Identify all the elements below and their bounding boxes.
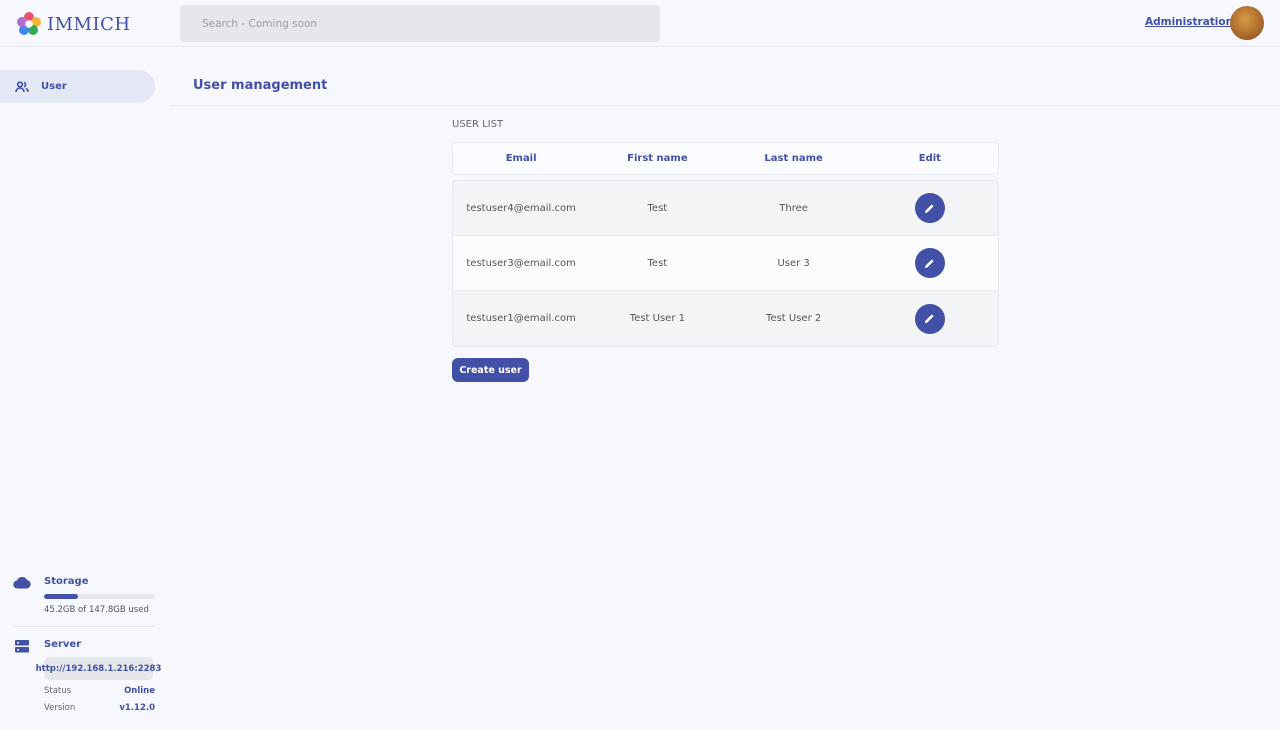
pencil-icon [925, 258, 934, 268]
pencil-icon [925, 314, 934, 324]
user-last-name: Test User 2 [766, 313, 822, 324]
storage-title: Storage [44, 576, 89, 587]
column-header-first-name: First name [627, 153, 688, 164]
user-last-name: User 3 [777, 257, 810, 269]
administration-link[interactable]: Administration [1145, 16, 1234, 28]
divider [14, 626, 155, 627]
sidebar-item-label: User [41, 81, 67, 92]
search-input[interactable] [180, 5, 660, 42]
logo[interactable]: IMMICH [16, 11, 131, 37]
column-header-edit: Edit [918, 153, 941, 164]
server-title: Server [44, 639, 82, 650]
version-label: Version [44, 703, 76, 713]
user-table-body: testuser4@email.com Test Three testuser3… [452, 180, 999, 347]
column-header-last-name: Last name [764, 153, 823, 164]
sidebar-item-user[interactable]: User [0, 70, 155, 103]
edit-user-button[interactable] [914, 193, 945, 223]
server-icon [15, 640, 29, 653]
user-email: testuser1@email.com [466, 313, 576, 324]
edit-user-button[interactable] [914, 303, 945, 334]
server-status: Status Online [44, 686, 155, 696]
version-value: v1.12.0 [119, 703, 155, 713]
column-header-email: Email [505, 153, 537, 164]
page-title: User management [193, 78, 328, 93]
users-icon [15, 80, 29, 92]
top-bar: IMMICH Administration [0, 0, 1280, 47]
user-first-name: Test [647, 257, 668, 269]
server-url: http://192.168.1.216:2283 [36, 657, 161, 680]
edit-user-button[interactable] [914, 248, 945, 278]
status-value: Online [124, 686, 155, 696]
user-first-name: Test [647, 202, 668, 214]
create-user-button[interactable]: Create user [452, 358, 529, 382]
user-last-name: Three [779, 202, 808, 214]
storage-usage-fill [44, 594, 78, 599]
pencil-icon [925, 203, 934, 213]
user-email: testuser4@email.com [466, 202, 576, 214]
user-first-name: Test User 1 [629, 313, 685, 324]
table-row: testuser1@email.com Test User 1 Test Use… [453, 291, 998, 346]
table-row: testuser3@email.com Test User 3 [453, 236, 998, 291]
immich-logo-icon [17, 12, 41, 35]
table-row: testuser4@email.com Test Three [453, 181, 998, 236]
status-label: Status [44, 686, 72, 696]
storage-used-text: 45.2GB of 147.8GB used [44, 605, 149, 615]
user-list-label: USER LIST [452, 119, 504, 130]
table-header: Email First name Last name Edit [452, 142, 999, 175]
storage-usage-bar [44, 594, 155, 599]
divider [170, 105, 1280, 106]
server-version: Version v1.12.0 [44, 703, 155, 713]
logo-text: IMMICH [47, 13, 131, 35]
avatar[interactable] [1230, 6, 1264, 40]
user-email: testuser3@email.com [466, 257, 576, 269]
cloud-icon [13, 577, 31, 589]
